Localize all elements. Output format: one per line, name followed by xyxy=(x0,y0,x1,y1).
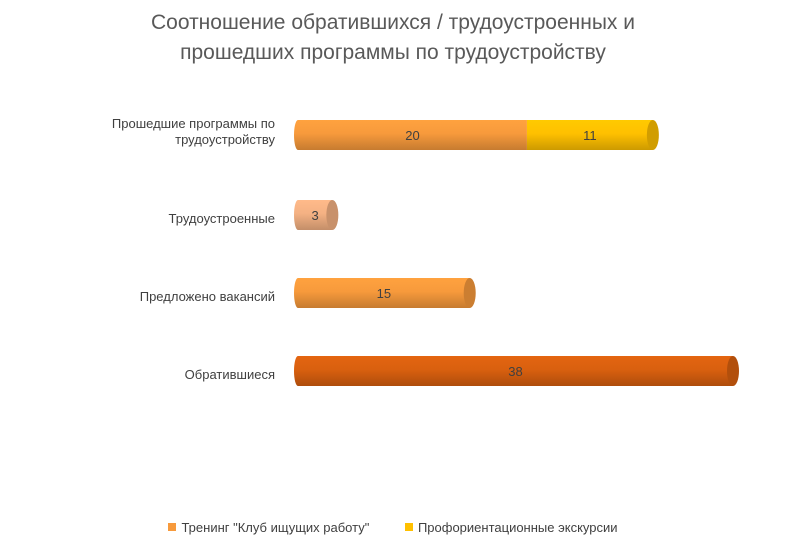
category-label: Трудоустроенные xyxy=(169,211,275,226)
legend-swatch-excursions xyxy=(404,523,413,531)
data-label: 15 xyxy=(377,286,391,301)
legend-label-training: Тренинг "Клуб ищущих работу" xyxy=(181,520,370,535)
data-label: 38 xyxy=(508,364,522,379)
legend-swatch-training xyxy=(168,523,177,531)
bar-segment xyxy=(294,356,739,386)
bar-segment xyxy=(294,278,476,308)
bar-segment xyxy=(526,120,659,150)
chart-title-line-1: Соотношение обратившихся / трудоустроенн… xyxy=(151,11,635,34)
category-label: Прошедшие программы по трудоустройству xyxy=(112,116,276,147)
category-label: Обратившиеся xyxy=(185,367,275,382)
data-label: 11 xyxy=(583,128,597,143)
legend-label-excursions: Профориентационные экскурсии xyxy=(417,520,618,535)
legend-item-training: Тренинг "Клуб ищущих работу" xyxy=(168,520,369,535)
data-label: 20 xyxy=(405,128,419,143)
chart-title-line-2: прошедших программы по трудоустройству xyxy=(180,41,606,64)
bar-segment xyxy=(294,200,339,230)
chart-legend: Тренинг "Клуб ищущих работу" Профориента… xyxy=(0,520,786,535)
category-label: Предложено вакансий xyxy=(140,289,275,304)
data-label: 3 xyxy=(312,208,319,223)
chart-title: Соотношение обратившихся / трудоустроенн… xyxy=(0,8,786,68)
bar-segment xyxy=(294,120,527,150)
legend-item-excursions: Профориентационные экскурсии xyxy=(404,520,618,535)
